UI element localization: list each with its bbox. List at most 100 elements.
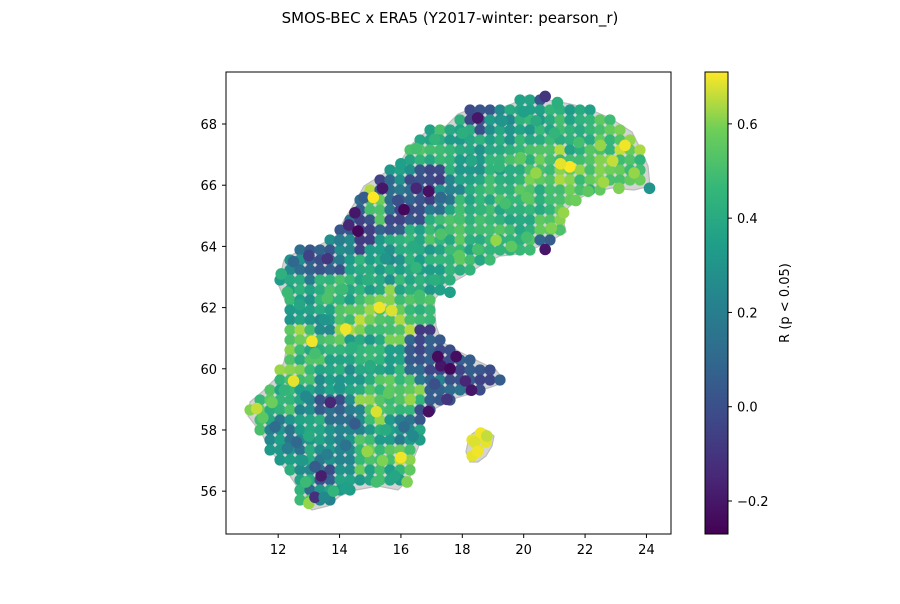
grid-cell	[354, 394, 366, 406]
grid-cell	[344, 264, 356, 276]
data-point	[453, 249, 466, 262]
grid-cell	[514, 244, 526, 256]
grid-cell	[294, 244, 306, 256]
grid-cell	[454, 204, 466, 216]
grid-cell	[384, 224, 396, 236]
grid-cell	[294, 354, 306, 366]
grid-cell	[314, 394, 326, 406]
grid-cell	[314, 414, 326, 426]
grid-cell	[374, 274, 386, 286]
grid-cell	[384, 294, 396, 306]
grid-cell	[574, 114, 586, 126]
grid-cell	[374, 284, 386, 296]
grid-cell	[544, 194, 556, 206]
grid-cell	[444, 204, 456, 216]
grid-cell	[304, 414, 316, 426]
grid-cell	[324, 234, 336, 246]
grid-cell	[434, 204, 446, 216]
data-point	[582, 185, 594, 198]
grid-cell	[394, 374, 406, 386]
colorbar-tick-label: 0.0	[737, 401, 758, 416]
data-point	[342, 219, 355, 231]
grid-cell	[524, 134, 536, 146]
data-point	[367, 191, 380, 204]
grid-cell	[404, 294, 416, 306]
data-point	[435, 191, 447, 204]
grid-cell	[364, 424, 376, 436]
grid-cell	[374, 224, 386, 236]
grid-cell	[374, 384, 386, 396]
grid-cell	[544, 114, 556, 126]
grid-cell	[404, 404, 416, 416]
grid-cell	[414, 194, 426, 206]
grid-cell	[444, 234, 456, 246]
data-point	[628, 167, 640, 179]
grid-cell	[424, 144, 436, 156]
grid-cell	[404, 344, 416, 356]
grid-cell	[464, 204, 476, 216]
grid-cell	[314, 364, 326, 376]
grid-cell	[434, 244, 446, 256]
grid-cell	[294, 364, 306, 376]
grid-cell	[364, 314, 376, 326]
grid-cell	[384, 354, 396, 366]
grid-cell	[574, 164, 586, 176]
x-tick-label: 12	[270, 543, 287, 558]
data-point	[468, 436, 481, 449]
grid-cell	[344, 254, 356, 266]
grid-cell	[424, 254, 436, 266]
data-point	[413, 289, 426, 302]
grid-cell	[354, 464, 366, 476]
data-point	[539, 90, 551, 103]
grid-cell	[464, 224, 476, 236]
grid-cell	[394, 364, 406, 376]
grid-cell	[444, 374, 456, 386]
grid-cell	[494, 124, 506, 136]
colorbar-tick-label: 0.2	[737, 306, 758, 321]
data-point	[398, 203, 410, 216]
grid-cell	[464, 264, 476, 276]
grid-cell	[294, 314, 306, 326]
grid-cell	[474, 364, 486, 376]
grid-cell	[294, 284, 306, 296]
data-point	[490, 234, 502, 247]
grid-cell	[344, 244, 356, 256]
grid-cell	[584, 124, 596, 136]
grid-cell	[534, 134, 546, 146]
grid-cell	[384, 414, 396, 426]
grid-cell	[544, 184, 556, 196]
grid-cell	[274, 404, 286, 416]
grid-cell	[374, 434, 386, 446]
grid-cell	[584, 174, 596, 186]
grid-cell	[374, 354, 386, 366]
grid-cell	[354, 264, 366, 276]
grid-cell	[334, 294, 346, 306]
data-point	[514, 151, 527, 164]
grid-cell	[384, 444, 396, 456]
grid-cell	[404, 384, 416, 396]
data-point	[349, 418, 361, 430]
y-tick-label: 56	[200, 485, 217, 500]
data-point	[339, 482, 352, 494]
grid-cell	[374, 314, 386, 326]
grid-cell	[454, 194, 466, 206]
grid-cell	[474, 184, 486, 196]
grid-cell	[584, 144, 596, 156]
grid-cell	[324, 464, 336, 476]
data-point	[395, 451, 407, 464]
grid-cell	[444, 384, 456, 396]
grid-cell	[384, 404, 396, 416]
grid-cell	[364, 204, 376, 216]
grid-cell	[364, 264, 376, 276]
data-point	[613, 182, 625, 195]
grid-cell	[334, 404, 346, 416]
grid-cell	[314, 244, 326, 256]
grid-cell	[424, 324, 436, 336]
grid-cell	[284, 404, 296, 416]
grid-cell	[354, 284, 366, 296]
grid-cell	[494, 214, 506, 226]
grid-cell	[394, 434, 406, 446]
grid-cell	[544, 174, 556, 186]
grid-cell	[484, 374, 496, 386]
grid-cell	[524, 154, 536, 166]
